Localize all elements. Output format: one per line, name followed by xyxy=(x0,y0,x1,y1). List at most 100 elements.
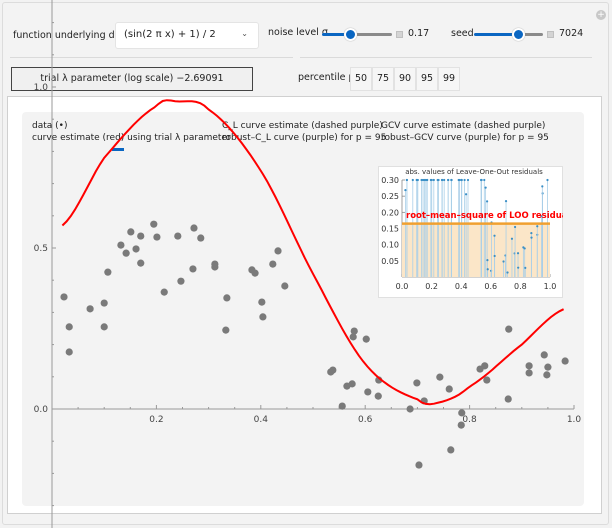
legend-data: data (•) xyxy=(32,121,68,131)
svg-text:0.2: 0.2 xyxy=(425,282,438,291)
percentile-50-button[interactable]: 50 xyxy=(350,67,372,91)
svg-text:0.4: 0.4 xyxy=(455,282,468,291)
percentile-75-button[interactable]: 75 xyxy=(372,67,394,91)
noise-expand-icon[interactable] xyxy=(396,31,403,38)
svg-text:0.30: 0.30 xyxy=(381,176,399,185)
data-point xyxy=(350,327,358,335)
data-point xyxy=(197,234,205,242)
function-value: (sin(2 π x) + 1) / 2 xyxy=(124,29,216,40)
data-point xyxy=(177,277,185,285)
chevron-down-icon: ⌄ xyxy=(241,29,248,38)
svg-text:0.25: 0.25 xyxy=(381,192,399,201)
data-point xyxy=(329,366,337,374)
svg-text:0.6: 0.6 xyxy=(484,282,497,291)
data-point xyxy=(127,228,135,236)
data-point xyxy=(406,405,414,413)
svg-text:0.0: 0.0 xyxy=(396,282,409,291)
data-point xyxy=(413,379,421,387)
loo-residuals-chart: abs. values of Leave-One-Out residuals 0… xyxy=(381,168,563,291)
svg-text:1.0: 1.0 xyxy=(567,415,582,425)
data-point xyxy=(338,402,346,410)
svg-text:0.5: 0.5 xyxy=(34,244,48,254)
noise-slider[interactable] xyxy=(322,28,392,41)
legend-gcv: GCV curve estimate (dashed purple) xyxy=(381,121,546,131)
data-point xyxy=(374,392,382,400)
data-point xyxy=(457,421,465,429)
seed-slider-thumb[interactable] xyxy=(512,28,525,41)
seed-expand-icon[interactable] xyxy=(547,31,554,38)
data-point xyxy=(150,220,158,228)
legend-robust-gcv: robust–GCV curve (purple) for p = 95 xyxy=(381,133,549,143)
divider xyxy=(300,57,592,58)
legend-curve: curve estimate (red) using trial λ param… xyxy=(32,133,231,143)
svg-text:0.8: 0.8 xyxy=(514,282,527,291)
data-point xyxy=(447,446,455,454)
data-point xyxy=(60,293,68,301)
data-point xyxy=(348,380,356,388)
add-icon[interactable]: + xyxy=(596,10,606,20)
svg-text:1.0: 1.0 xyxy=(544,282,557,291)
data-point xyxy=(274,247,282,255)
data-point xyxy=(561,357,569,365)
data-point xyxy=(190,224,198,232)
data-point xyxy=(364,388,372,396)
data-point xyxy=(483,376,491,384)
data-point xyxy=(100,323,108,331)
svg-text:1.0: 1.0 xyxy=(34,83,49,93)
svg-text:0.0: 0.0 xyxy=(34,405,49,415)
function-label: function underlying data xyxy=(13,30,131,41)
legend-cl: C_L curve estimate (dashed purple) xyxy=(222,121,383,131)
data-point xyxy=(415,461,423,469)
seed-value: 7024 xyxy=(559,28,584,39)
data-point xyxy=(349,333,357,341)
data-point xyxy=(259,313,267,321)
svg-text:0.6: 0.6 xyxy=(358,415,373,425)
percentile-label: percentile p xyxy=(298,72,355,83)
data-point xyxy=(458,409,466,417)
svg-text:0.4: 0.4 xyxy=(254,415,269,425)
percentile-90-button[interactable]: 90 xyxy=(394,67,416,91)
data-point xyxy=(100,299,108,307)
data-point xyxy=(258,298,266,306)
percentile-99-button[interactable]: 99 xyxy=(438,67,460,91)
lambda-parameter-button[interactable]: trial λ parameter (log scale) −2.69091 xyxy=(11,67,253,91)
legend-marker xyxy=(112,148,124,151)
svg-text:0.2: 0.2 xyxy=(149,415,163,425)
data-point xyxy=(137,259,145,267)
data-point xyxy=(65,348,73,356)
svg-text:0.05: 0.05 xyxy=(381,257,399,266)
data-point xyxy=(223,294,231,302)
data-point xyxy=(251,269,259,277)
noise-slider-thumb[interactable] xyxy=(344,28,357,41)
data-point xyxy=(525,369,533,377)
rms-label: root–mean–square of LOO residuals xyxy=(406,211,563,221)
data-point xyxy=(525,362,533,370)
data-point xyxy=(543,371,551,379)
data-point xyxy=(137,232,145,240)
data-point xyxy=(132,245,140,253)
data-point xyxy=(65,323,73,331)
data-point xyxy=(544,363,552,371)
function-select[interactable]: (sin(2 π x) + 1) / 2 ⌄ xyxy=(115,22,259,49)
divider xyxy=(10,57,293,58)
data-point xyxy=(504,395,512,403)
data-point xyxy=(481,362,489,370)
data-point xyxy=(211,263,219,271)
data-point xyxy=(362,335,370,343)
data-point xyxy=(436,373,444,381)
svg-text:0.8: 0.8 xyxy=(462,415,477,425)
data-point xyxy=(122,249,130,257)
percentile-95-button[interactable]: 95 xyxy=(416,67,438,91)
data-point xyxy=(445,385,453,393)
data-point xyxy=(86,305,94,313)
data-point xyxy=(153,233,161,241)
noise-value: 0.17 xyxy=(408,28,430,39)
seed-slider[interactable] xyxy=(474,28,543,41)
data-point xyxy=(540,351,548,359)
legend-robust-cl: robust–C_L curve (purple) for p = 95 xyxy=(222,133,387,143)
inset-title: abs. values of Leave-One-Out residuals xyxy=(405,168,543,176)
data-point xyxy=(281,282,289,290)
noise-label: noise level σ xyxy=(268,27,328,38)
data-point xyxy=(505,325,513,333)
data-point xyxy=(222,326,230,334)
